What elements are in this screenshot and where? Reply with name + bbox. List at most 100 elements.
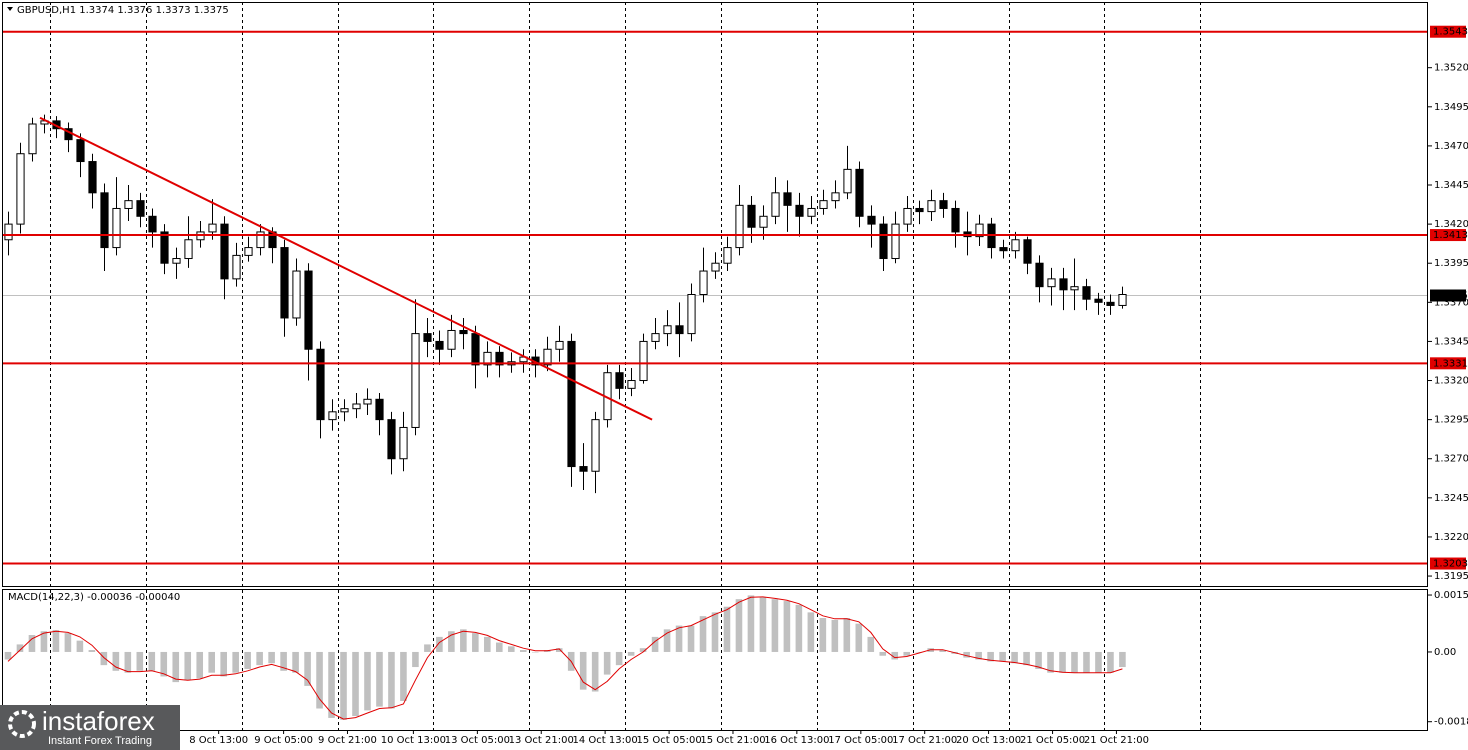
histogram-bar [819, 618, 827, 652]
x-tick-label: 9 Oct 05:00 [254, 735, 313, 746]
candle-body [208, 223, 217, 233]
candle-body [1106, 301, 1115, 306]
histogram-bar [304, 651, 311, 686]
candle-body [843, 168, 852, 194]
histogram-bar [759, 597, 767, 652]
histogram-bar [76, 640, 84, 652]
candle-body [567, 340, 576, 468]
histogram-bar [496, 642, 503, 652]
candle-body [747, 204, 756, 228]
histogram-bar [400, 651, 407, 701]
price-panel-border [2, 2, 1428, 587]
level-label: 1.3203 [1433, 559, 1468, 570]
histogram-bar [340, 651, 347, 720]
histogram-bar [795, 604, 803, 652]
histogram-bar [448, 631, 455, 652]
candle-body [879, 223, 888, 260]
histogram-bar [244, 651, 251, 669]
histogram-bar [328, 651, 335, 718]
histogram-bar [1035, 651, 1042, 669]
candle-body [375, 398, 384, 421]
histogram-bar [783, 601, 791, 652]
y-tick-label: 1.3195 [1434, 571, 1468, 582]
histogram-bar [4, 651, 12, 660]
candle-body [675, 325, 684, 335]
candle-body [100, 192, 109, 249]
x-tick-label: 13 Oct 21:00 [509, 735, 574, 746]
x-tick-label: 17 Oct 21:00 [892, 735, 957, 746]
histogram-bar [484, 636, 491, 652]
histogram-bar [364, 651, 371, 711]
candle-body [447, 329, 456, 350]
x-tick-label: 14 Oct 13:00 [573, 735, 638, 746]
histogram-bar [1047, 651, 1054, 673]
histogram-bar [232, 651, 239, 673]
histogram-bar [124, 651, 132, 673]
candle-body [1070, 286, 1079, 291]
y-tick-label: 1.3520 [1434, 63, 1468, 74]
y-tick-label: 1.3345 [1434, 336, 1468, 347]
candle-body [16, 153, 25, 225]
candle-body [915, 207, 924, 213]
current-price-box [1430, 289, 1466, 302]
y-tick-label: 1.3445 [1434, 180, 1468, 191]
level-label: 1.3413 [1433, 230, 1468, 241]
histogram-bar [184, 651, 192, 681]
candle-body [795, 204, 804, 217]
candle-body [771, 192, 780, 217]
candle-body [88, 161, 97, 194]
candle-body [160, 231, 169, 264]
x-tick-label: 13 Oct 05:00 [445, 735, 510, 746]
histogram-bar [1095, 651, 1102, 673]
candle-body [651, 333, 660, 342]
candle-body [711, 262, 720, 272]
signal-line [7, 596, 1123, 720]
x-tick-label: 21 Oct 05:00 [1020, 735, 1085, 746]
histogram-bar [220, 651, 227, 677]
histogram-bar [639, 648, 647, 652]
histogram-bar [412, 651, 419, 668]
histogram-bar [1119, 651, 1126, 668]
histogram-bar [28, 634, 36, 652]
candle-body [543, 348, 552, 366]
candle-body [244, 247, 253, 256]
candle-body [627, 380, 636, 389]
candle-body [184, 239, 193, 260]
y-tick-label: 1.3470 [1434, 141, 1468, 152]
chart-title: GBPUSD,H1 1.3374 1.3376 1.3373 1.3375 [17, 5, 229, 16]
candle-body [363, 398, 372, 405]
histogram-bar [867, 636, 875, 652]
candle-body [148, 215, 157, 233]
y-tick-label: 1.3370 [1434, 297, 1468, 308]
histogram-bar [1023, 651, 1030, 666]
candle-body [1094, 298, 1103, 303]
logo-tagline: Instant Forex Trading [48, 735, 152, 747]
histogram-bar [531, 651, 539, 653]
histogram-bar [603, 651, 611, 675]
x-tick-label: 15 Oct 05:00 [637, 735, 702, 746]
x-tick-label: 17 Oct 05:00 [828, 735, 893, 746]
histogram-bar [388, 651, 395, 709]
candle-body [951, 207, 960, 233]
x-tick-label: 9 Oct 21:00 [318, 735, 377, 746]
histogram-bar [831, 619, 839, 652]
candle-body [639, 340, 648, 382]
y-tick-label: 1.3395 [1434, 258, 1468, 269]
histogram-bar [711, 612, 719, 652]
candle-body [831, 192, 840, 202]
histogram-bar [675, 625, 683, 652]
histogram-bar [975, 651, 982, 660]
candle-body [867, 215, 876, 225]
histogram-bar [1107, 651, 1114, 673]
histogram-bar [268, 651, 275, 664]
histogram-bar [64, 633, 72, 652]
candle-body [579, 466, 588, 472]
histogram-bar [723, 606, 731, 652]
candle-body [591, 419, 600, 472]
histogram-bar [627, 651, 635, 656]
candle-body [387, 419, 396, 460]
y-tick-label: 1.3295 [1434, 415, 1468, 426]
candle-body [435, 340, 444, 350]
